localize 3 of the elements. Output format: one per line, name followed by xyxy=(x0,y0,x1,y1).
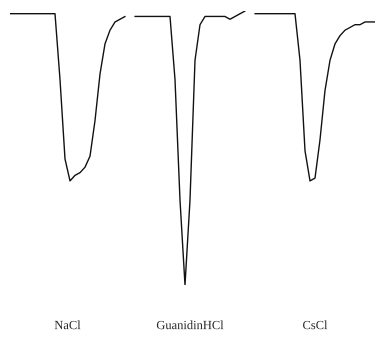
text: GuanidinHCl xyxy=(156,320,224,330)
text: CsCl xyxy=(303,320,328,330)
text: NaCl xyxy=(54,320,80,330)
